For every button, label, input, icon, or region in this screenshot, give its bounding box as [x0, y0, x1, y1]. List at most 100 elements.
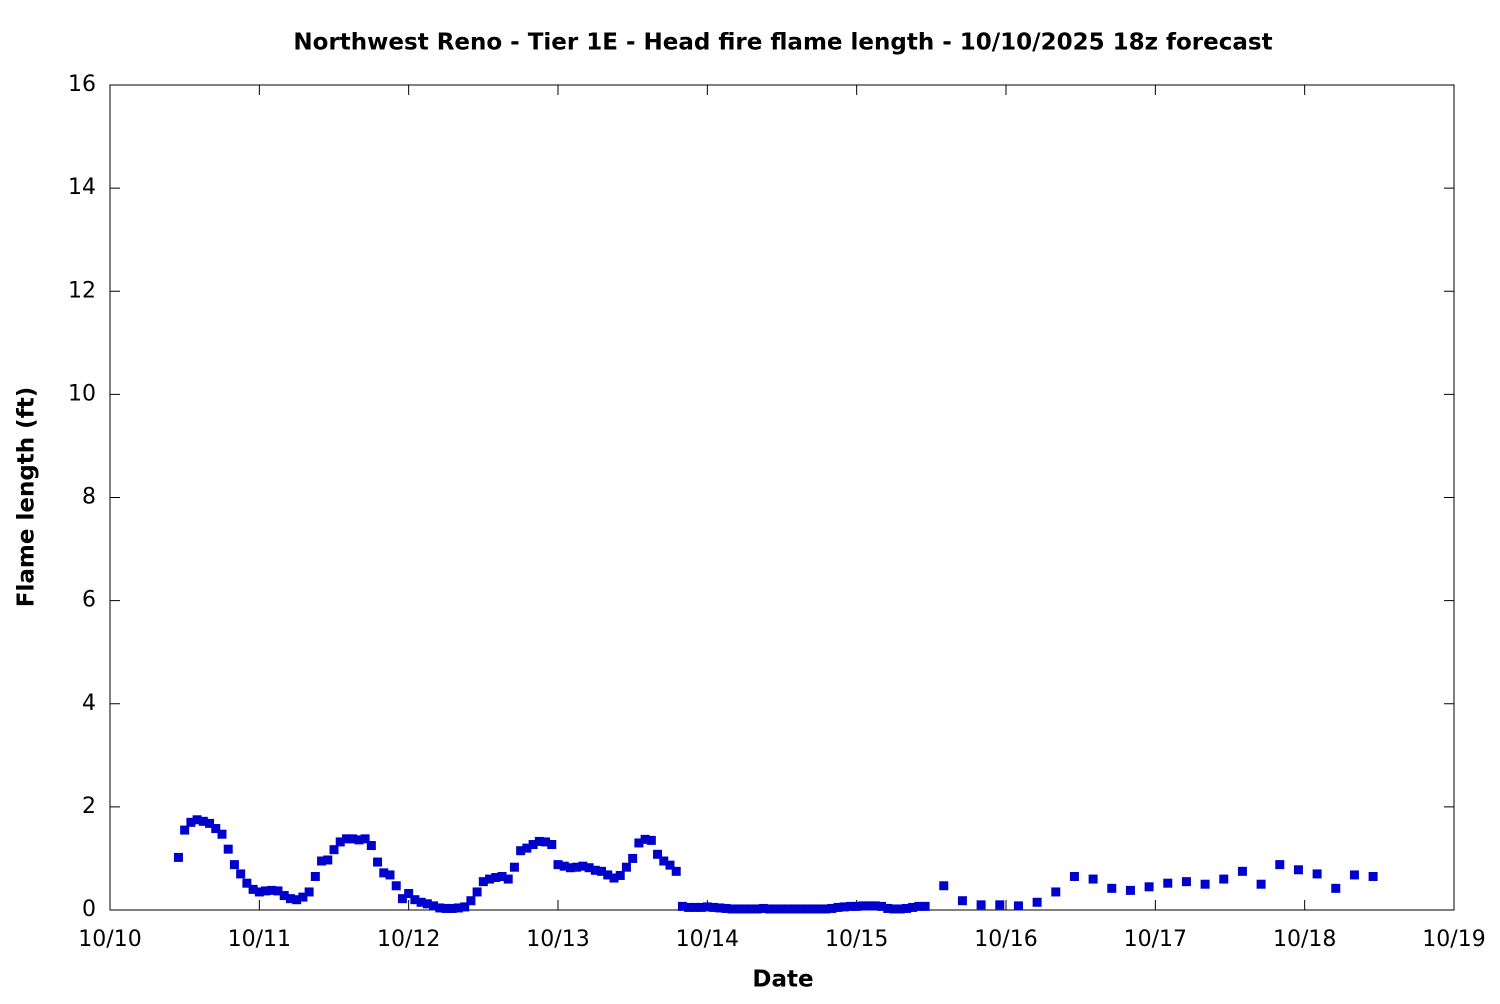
data-point	[416, 897, 426, 907]
data-point	[727, 904, 737, 914]
data-point	[559, 861, 569, 871]
data-point	[603, 870, 613, 880]
data-point	[1144, 882, 1154, 892]
data-point	[839, 902, 849, 912]
data-point	[279, 891, 289, 901]
data-point	[665, 860, 675, 870]
data-point	[335, 837, 345, 847]
data-point	[285, 894, 295, 904]
data-point	[889, 904, 899, 914]
data-point	[615, 870, 625, 880]
data-point	[995, 900, 1005, 910]
data-point	[671, 866, 681, 876]
data-point	[864, 901, 874, 911]
data-point	[696, 902, 706, 912]
data-point	[721, 903, 731, 913]
data-point	[1349, 870, 1359, 880]
data-point	[789, 904, 799, 914]
data-point	[323, 855, 333, 865]
plot-frame	[109, 84, 1455, 911]
data-point	[354, 835, 364, 845]
data-point	[590, 865, 600, 875]
data-point	[1331, 883, 1341, 893]
data-point	[404, 889, 414, 898]
x-tick-label: 10/15	[825, 927, 888, 952]
data-point	[845, 901, 855, 911]
data-point	[242, 878, 252, 888]
data-point	[211, 824, 221, 834]
data-point	[1125, 885, 1135, 895]
data-point	[217, 829, 227, 839]
data-point	[939, 881, 949, 891]
data-point	[360, 834, 370, 844]
data-point	[292, 895, 302, 905]
data-point	[310, 871, 320, 881]
x-tick-label: 10/18	[1273, 927, 1336, 952]
data-point	[777, 904, 787, 914]
data-point	[441, 903, 451, 913]
chart-title: Northwest Reno - Tier 1E - Head fire fla…	[293, 30, 1272, 56]
data-point	[534, 836, 544, 846]
data-point	[733, 904, 743, 914]
data-point	[329, 845, 339, 855]
x-axis-title: Date	[752, 967, 813, 993]
data-point	[740, 904, 750, 914]
y-tick-label: 0	[82, 897, 96, 922]
data-point	[422, 899, 432, 909]
data-point	[765, 904, 775, 914]
data-point	[914, 901, 924, 911]
data-point	[1107, 883, 1117, 893]
x-tick-label: 10/17	[1124, 927, 1187, 952]
data-point	[808, 904, 818, 914]
data-point	[478, 877, 488, 887]
y-tick-label: 4	[82, 691, 96, 716]
data-point	[379, 868, 389, 878]
data-point	[491, 873, 501, 883]
data-point	[373, 857, 383, 867]
data-point	[397, 894, 407, 904]
data-point	[883, 903, 893, 913]
data-point	[690, 902, 700, 912]
data-point	[901, 903, 911, 913]
data-point	[895, 904, 905, 914]
data-point	[597, 866, 607, 876]
data-point	[684, 902, 694, 912]
data-point	[640, 834, 650, 844]
data-point	[509, 862, 519, 872]
data-point	[572, 862, 582, 872]
data-point	[565, 863, 575, 873]
data-point	[1163, 878, 1173, 888]
data-point	[621, 862, 631, 872]
data-point	[646, 835, 656, 845]
data-point	[752, 904, 762, 914]
data-point	[1013, 901, 1023, 911]
data-point	[205, 818, 215, 828]
x-tick-label: 10/16	[974, 927, 1037, 952]
data-point	[254, 887, 264, 897]
data-point	[173, 852, 183, 862]
y-tick-label: 12	[68, 278, 96, 303]
y-axis-title: Flame length (ft)	[14, 387, 40, 607]
data-point	[447, 903, 457, 913]
x-tick-label: 10/19	[1422, 927, 1485, 952]
data-point	[391, 881, 401, 891]
y-tick-label: 14	[68, 175, 96, 200]
data-point	[273, 886, 283, 896]
data-point	[802, 904, 812, 914]
data-point	[453, 903, 463, 913]
data-point	[229, 860, 239, 870]
data-point	[385, 870, 395, 880]
data-point	[198, 816, 208, 826]
data-point	[833, 902, 843, 912]
data-point	[460, 902, 470, 912]
y-tick-label: 10	[68, 381, 96, 406]
y-tick-label: 6	[82, 588, 96, 613]
data-point	[771, 904, 781, 914]
data-point	[348, 834, 358, 844]
data-point	[1200, 879, 1210, 889]
data-point	[1368, 871, 1378, 881]
data-point	[1088, 874, 1098, 884]
data-point	[796, 904, 806, 914]
data-point	[341, 834, 351, 844]
